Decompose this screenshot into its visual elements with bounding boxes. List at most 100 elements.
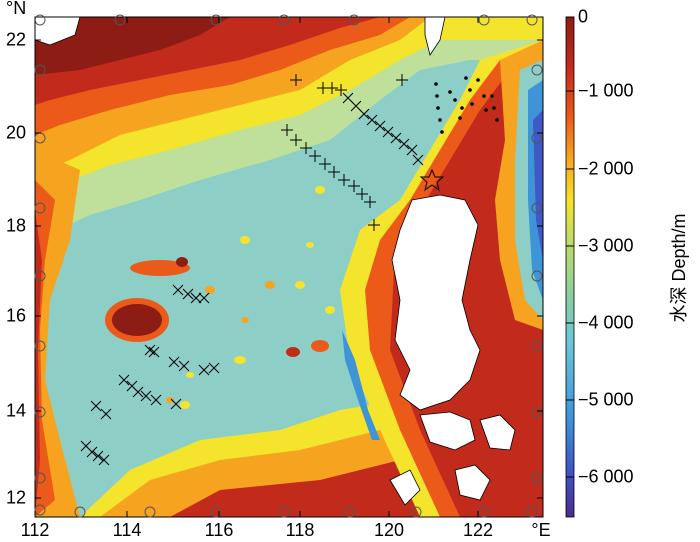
dot-marker: [476, 78, 480, 82]
colorbar: [565, 16, 575, 518]
circle-marker: [531, 472, 543, 484]
dot-marker: [495, 118, 499, 122]
plus-marker: [338, 174, 350, 186]
dot-marker: [492, 106, 496, 110]
circle-marker: [34, 202, 46, 214]
circle-marker: [348, 14, 360, 26]
circle-marker: [478, 14, 490, 26]
y-tick-label: 12: [6, 487, 27, 508]
dot-marker: [468, 88, 472, 92]
x-tick-label: 112: [20, 520, 50, 540]
circle-marker: [34, 504, 46, 516]
cross-marker: [150, 394, 162, 406]
cross-marker: [98, 454, 110, 466]
circle-marker: [278, 14, 290, 26]
circle-marker: [531, 270, 543, 282]
circle-marker: [531, 340, 543, 352]
cross-marker: [100, 408, 112, 420]
circle-marker: [114, 14, 126, 26]
dot-marker: [453, 98, 457, 102]
dot-marker: [440, 130, 444, 134]
cross-marker: [190, 292, 202, 304]
y-tick-label: 22: [6, 29, 27, 50]
y-tick-label: 18: [6, 215, 27, 236]
plus-marker: [281, 124, 293, 136]
cross-marker: [382, 126, 394, 138]
cross-marker: [172, 284, 184, 296]
dot-marker: [438, 118, 442, 122]
dot-marker: [460, 106, 464, 110]
dot-marker: [458, 116, 462, 120]
circle-marker: [34, 64, 46, 76]
plus-marker: [364, 196, 376, 208]
x-tick-label: 120: [373, 520, 405, 540]
cross-marker: [358, 108, 370, 120]
cross-marker: [168, 356, 180, 368]
circle-marker: [34, 472, 46, 484]
plot-frame: [34, 16, 544, 518]
dot-marker: [448, 90, 452, 94]
cross-marker: [118, 374, 130, 386]
cross-marker: [208, 362, 220, 374]
dot-marker: [464, 76, 468, 80]
plus-marker: [309, 150, 321, 162]
circle-marker: [410, 506, 422, 518]
dot-marker: [490, 94, 494, 98]
cross-marker: [198, 292, 210, 304]
cross-marker: [148, 346, 160, 358]
plus-marker: [348, 180, 360, 192]
circle-marker: [526, 506, 538, 518]
y-tick-label: 16: [6, 305, 27, 326]
cross-marker: [198, 364, 210, 376]
circle-marker: [526, 14, 538, 26]
cross-marker: [90, 400, 102, 412]
colorbar-tick-label: −6 000: [578, 466, 634, 487]
colorbar-tick-label: −4 000: [578, 312, 634, 333]
circle-marker: [278, 506, 290, 518]
dot-marker: [470, 102, 474, 106]
y-tick-label: 14: [6, 400, 27, 421]
x-unit-label: °E: [531, 520, 551, 540]
dot-marker: [435, 94, 439, 98]
cross-marker: [390, 132, 402, 144]
plus-marker: [290, 134, 302, 146]
cross-marker: [92, 450, 104, 462]
plus-marker: [335, 84, 347, 96]
star-station-marker: [419, 168, 445, 192]
dot-marker: [436, 106, 440, 110]
plus-marker: [319, 158, 331, 170]
dot-marker: [434, 82, 438, 86]
plus-marker: [326, 82, 338, 94]
circle-marker: [531, 64, 543, 76]
circle-marker: [34, 340, 46, 352]
plus-marker: [396, 74, 408, 86]
circle-marker: [531, 202, 543, 214]
circle-marker: [34, 270, 46, 282]
cross-marker: [86, 446, 98, 458]
colorbar-tick-label: −2 000: [578, 158, 634, 179]
cross-marker: [140, 390, 152, 402]
plus-station-markers: [281, 74, 408, 231]
cross-marker: [398, 138, 410, 150]
bathymetry-field: [35, 17, 543, 517]
cross-marker: [374, 120, 386, 132]
dot-marker: [482, 94, 486, 98]
cross-marker: [170, 398, 182, 410]
circle-marker: [210, 506, 222, 518]
cross-marker: [412, 154, 424, 166]
circle-marker: [74, 506, 86, 518]
x-tick-label: 118: [285, 520, 315, 540]
y-tick-label: 20: [6, 122, 27, 143]
plus-marker: [368, 219, 380, 231]
colorbar-tick-label: −3 000: [578, 235, 634, 256]
plus-marker: [300, 142, 312, 154]
circle-marker: [478, 506, 490, 518]
x-tick-label: 114: [112, 520, 142, 540]
colorbar-tick-label: −1 000: [578, 80, 634, 101]
dot-marker: [484, 108, 488, 112]
x-tick-label: 122: [462, 520, 494, 540]
circle-marker: [531, 406, 543, 418]
plus-marker: [356, 188, 368, 200]
colorbar-ticks: [566, 16, 574, 478]
